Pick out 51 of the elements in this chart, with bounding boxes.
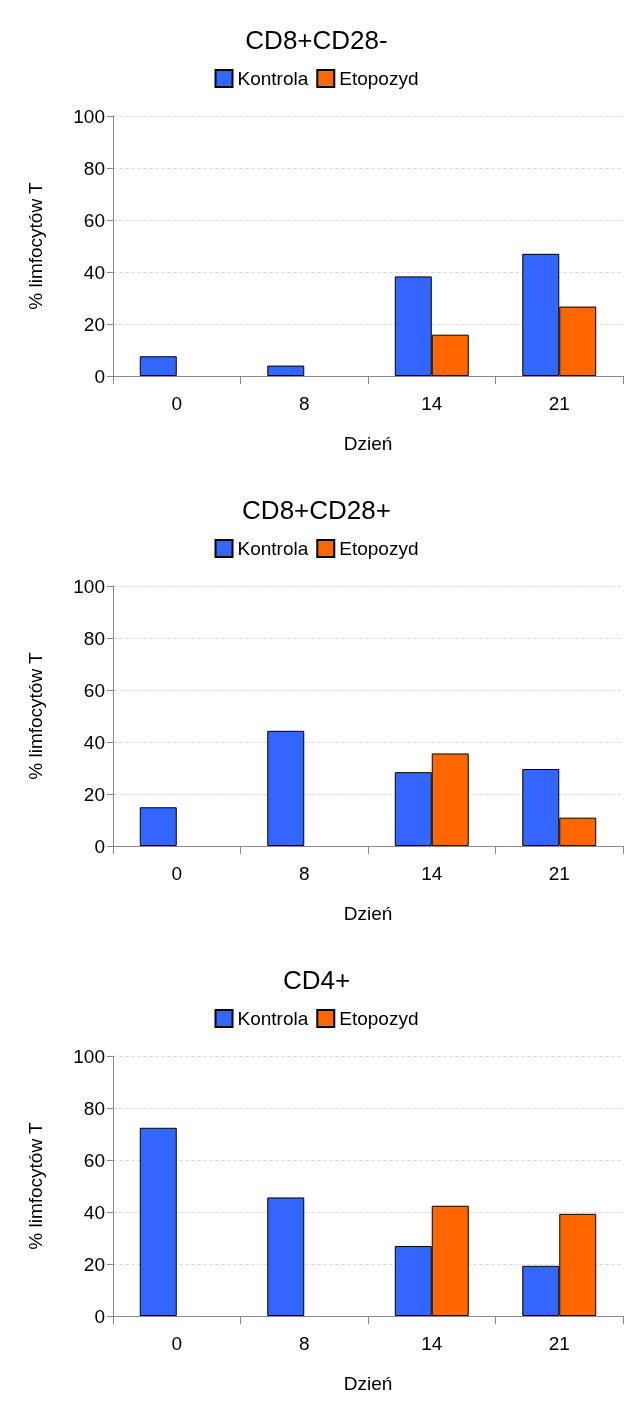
y-tick-label: 0 (94, 365, 105, 387)
y-tick-label: 40 (83, 731, 105, 753)
bar (267, 365, 305, 376)
y-axis-title: % limfocytów T (25, 651, 46, 780)
x-tick-label: 21 (548, 1333, 570, 1354)
x-axis-title: Dzień (343, 903, 393, 924)
x-axis-title: Dzień (343, 1373, 393, 1394)
y-axis-title: % limfocytów T (25, 181, 46, 310)
y-tick-label: 100 (73, 1045, 105, 1067)
y-tick-label: 80 (83, 627, 105, 649)
y-tick-label: 0 (94, 1305, 105, 1327)
x-tick-label: 21 (548, 863, 570, 884)
y-tick-label: 0 (94, 835, 105, 857)
x-tick-label: 14 (421, 1333, 443, 1354)
legend-label: Kontrola (237, 68, 309, 89)
legend-label: Kontrola (237, 1008, 309, 1029)
bar (267, 730, 305, 846)
bar (139, 356, 177, 376)
bar (139, 807, 177, 846)
chart-title: CD8+CD28+ (242, 495, 391, 525)
y-tick-label: 20 (83, 313, 105, 335)
bar (139, 1127, 177, 1316)
x-tick-label: 8 (298, 863, 310, 884)
y-tick-label: 80 (83, 1097, 105, 1119)
y-tick-label: 80 (83, 157, 105, 179)
y-tick-label: 60 (83, 1149, 105, 1171)
y-tick-label: 40 (83, 1201, 105, 1223)
legend-label: Etopozyd (339, 1008, 419, 1029)
x-axis-title: Dzień (343, 433, 393, 454)
legend-label: Etopozyd (339, 538, 419, 559)
x-tick-label: 21 (548, 393, 570, 414)
x-tick-label: 0 (171, 1333, 183, 1354)
y-tick-label: 60 (83, 209, 105, 231)
x-tick-label: 14 (421, 863, 443, 884)
y-tick-label: 100 (73, 575, 105, 597)
legend-label: Etopozyd (339, 68, 419, 89)
bar (267, 1197, 305, 1316)
y-tick-label: 40 (83, 261, 105, 283)
y-tick-label: 60 (83, 679, 105, 701)
chart-title: CD4+ (282, 965, 351, 995)
y-axis-title: % limfocytów T (25, 1121, 46, 1250)
x-tick-label: 0 (171, 393, 183, 414)
x-tick-label: 0 (171, 863, 183, 884)
y-tick-label: 20 (83, 783, 105, 805)
chart-title: CD8+CD28- (245, 25, 388, 55)
legend-label: Kontrola (237, 538, 309, 559)
y-tick-label: 20 (83, 1253, 105, 1275)
y-tick-label: 100 (73, 105, 105, 127)
x-tick-label: 8 (298, 1333, 310, 1354)
x-tick-label: 8 (298, 393, 310, 414)
x-tick-label: 14 (421, 393, 443, 414)
